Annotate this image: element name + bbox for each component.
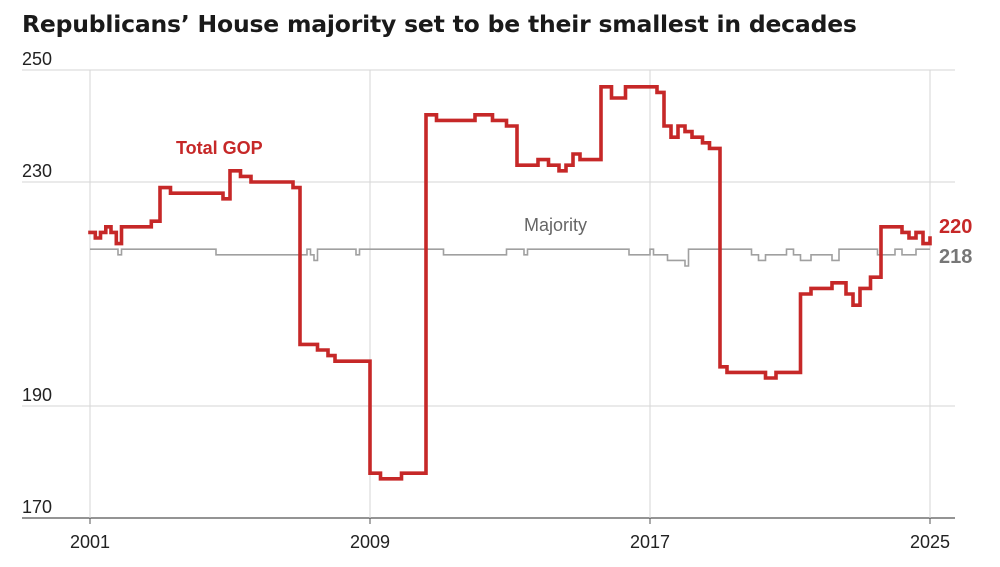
y-tick-label: 190 [22,385,52,405]
y-tick-label: 170 [22,497,52,517]
x-tick-label: 2001 [70,532,110,552]
chart-title: Republicans’ House majority set to be th… [22,10,857,38]
y-tick-label: 230 [22,161,52,181]
gop-series-label: Total GOP [176,138,263,158]
total-gop-line [88,85,932,481]
x-tick-label: 2025 [910,532,950,552]
majority-line [90,248,930,267]
majority-series-label: Majority [524,215,587,235]
axis-ticks: 170 190 230 250 2001 2009 2017 2025 [22,49,950,552]
y-tick-label: 250 [22,49,52,69]
majority-end-label: 218 [939,246,972,268]
gop-end-label: 220 [939,216,972,238]
grid-lines [22,69,955,519]
x-tick-label: 2009 [350,532,390,552]
x-tick-label: 2017 [630,532,670,552]
